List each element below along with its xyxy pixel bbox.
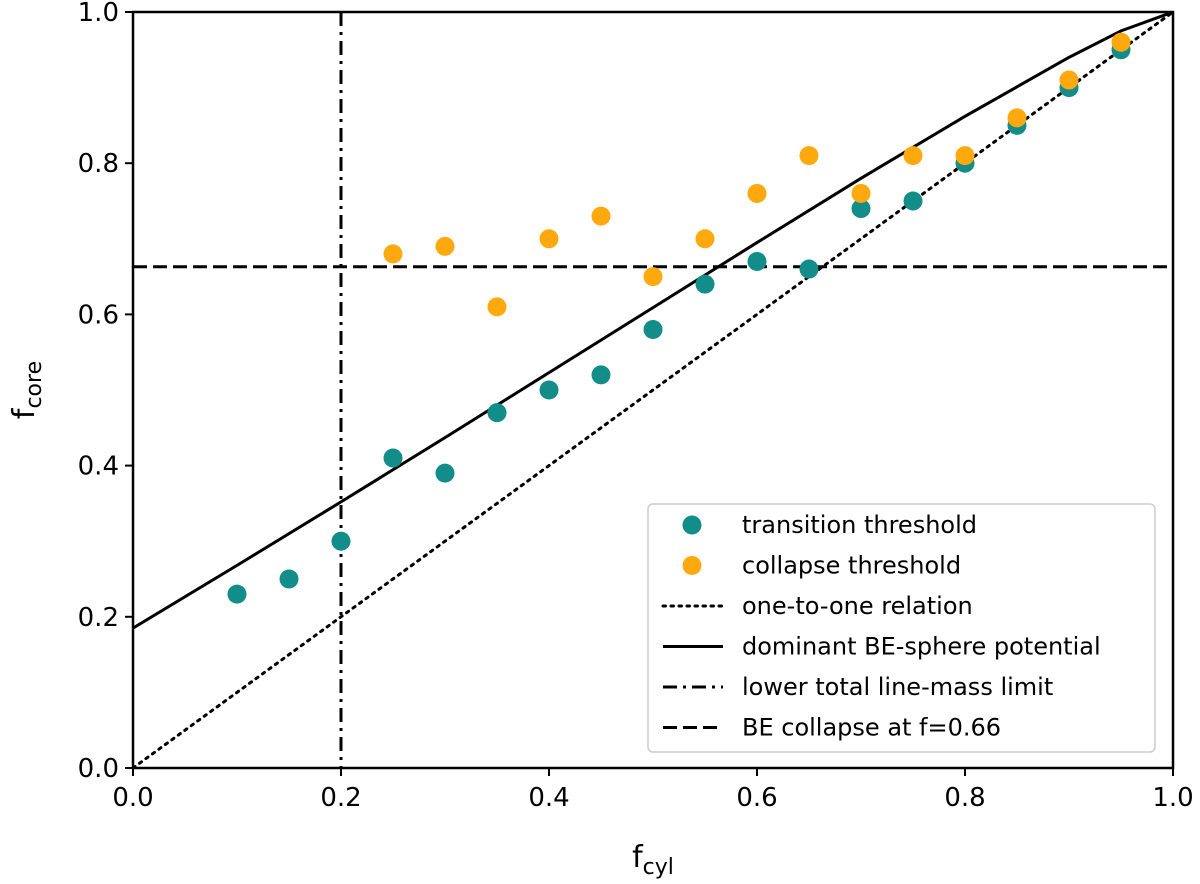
data-point-transition-threshold [591, 365, 611, 385]
legend: transition threshold collapse threshold on… [647, 503, 1156, 753]
data-point-transition-threshold [435, 463, 455, 483]
data-point-collapse-threshold [383, 244, 403, 264]
data-point-collapse-threshold [1059, 70, 1079, 90]
x-tick-label: 1.0 [1152, 783, 1193, 813]
points-layer [227, 32, 1131, 604]
legend-entries: transition threshold collapse threshold on… [661, 511, 1101, 742]
y-axis-label-sub: core [22, 361, 47, 409]
y-tick-label: 0.4 [78, 452, 119, 482]
legend-label: lower total line-mass limit [742, 673, 1053, 701]
legend-frame [647, 503, 1156, 753]
data-point-collapse-threshold [539, 229, 559, 249]
legend-label: one-to-one relation [742, 592, 973, 620]
legend-entry-one-to-one-relation: one-to-one relation [661, 592, 973, 620]
legend-entry-transition-threshold: transition threshold [682, 511, 977, 539]
data-point-collapse-threshold [487, 297, 507, 317]
x-tick-label: 0.2 [320, 783, 361, 813]
legend-label: dominant BE-sphere potential [742, 633, 1101, 661]
data-point-collapse-threshold [955, 146, 975, 166]
series-line-one-to-one-relation [133, 12, 1173, 768]
legend-entry-be-collapse-at-f-0-66: BE collapse at f=0.66 [663, 714, 1001, 742]
data-point-transition-threshold [279, 569, 299, 589]
legend-label: collapse threshold [742, 552, 961, 580]
data-point-transition-threshold [747, 251, 767, 271]
data-point-transition-threshold [383, 448, 403, 468]
x-tick-label: 0.4 [528, 783, 569, 813]
data-point-collapse-threshold [903, 146, 923, 166]
y-tick-label: 0.2 [78, 603, 119, 633]
x-axis: 0.0 0.2 0.4 0.6 0.8 1.0 [112, 768, 1194, 813]
data-point-collapse-threshold [643, 267, 663, 287]
y-axis-label-base: f [7, 407, 42, 419]
data-point-transition-threshold [851, 199, 871, 219]
legend-entry-collapse-threshold: collapse threshold [682, 552, 961, 580]
data-point-transition-threshold [487, 403, 507, 423]
x-axis-label-base: f [632, 840, 644, 875]
y-tick-label: 0.8 [78, 149, 119, 179]
data-point-transition-threshold [539, 380, 559, 400]
y-axis: 0.0 0.2 0.4 0.6 0.8 1.0 [78, 0, 133, 784]
legend-label: transition threshold [742, 511, 977, 539]
x-tick-label: 0.6 [736, 783, 777, 813]
data-point-collapse-threshold [435, 236, 455, 256]
data-point-transition-threshold [643, 320, 663, 340]
y-tick-label: 0.6 [78, 300, 119, 330]
y-tick-label: 0.0 [78, 754, 119, 784]
plot-area [131, 10, 1175, 770]
plot-frame [131, 10, 1175, 770]
y-axis-label: fcore [7, 361, 47, 419]
data-point-collapse-threshold [747, 183, 767, 203]
y-tick-label: 1.0 [78, 0, 119, 28]
x-axis-label: fcyl [632, 840, 674, 880]
data-point-transition-threshold [227, 584, 247, 604]
data-point-collapse-threshold [1007, 108, 1027, 128]
data-point-transition-threshold [331, 531, 351, 551]
legend-marker [682, 556, 702, 575]
data-point-collapse-threshold [851, 183, 871, 203]
x-axis-label-sub: cyl [643, 855, 674, 880]
data-point-collapse-threshold [799, 146, 819, 166]
x-tick-label: 0.8 [944, 783, 985, 813]
data-point-collapse-threshold [591, 206, 611, 226]
data-point-collapse-threshold [1111, 32, 1131, 52]
data-point-transition-threshold [695, 274, 715, 294]
data-point-transition-threshold [903, 191, 923, 211]
x-tick-label: 0.0 [112, 783, 153, 813]
legend-label: BE collapse at f=0.66 [742, 714, 1001, 742]
data-point-collapse-threshold [695, 229, 715, 249]
legend-entry-dominant-be-sphere-potential: dominant BE-sphere potential [663, 633, 1101, 661]
legend-entry-lower-total-line-mass-limit: lower total line-mass limit [663, 673, 1053, 701]
legend-marker [682, 515, 702, 535]
data-point-transition-threshold [799, 259, 819, 279]
